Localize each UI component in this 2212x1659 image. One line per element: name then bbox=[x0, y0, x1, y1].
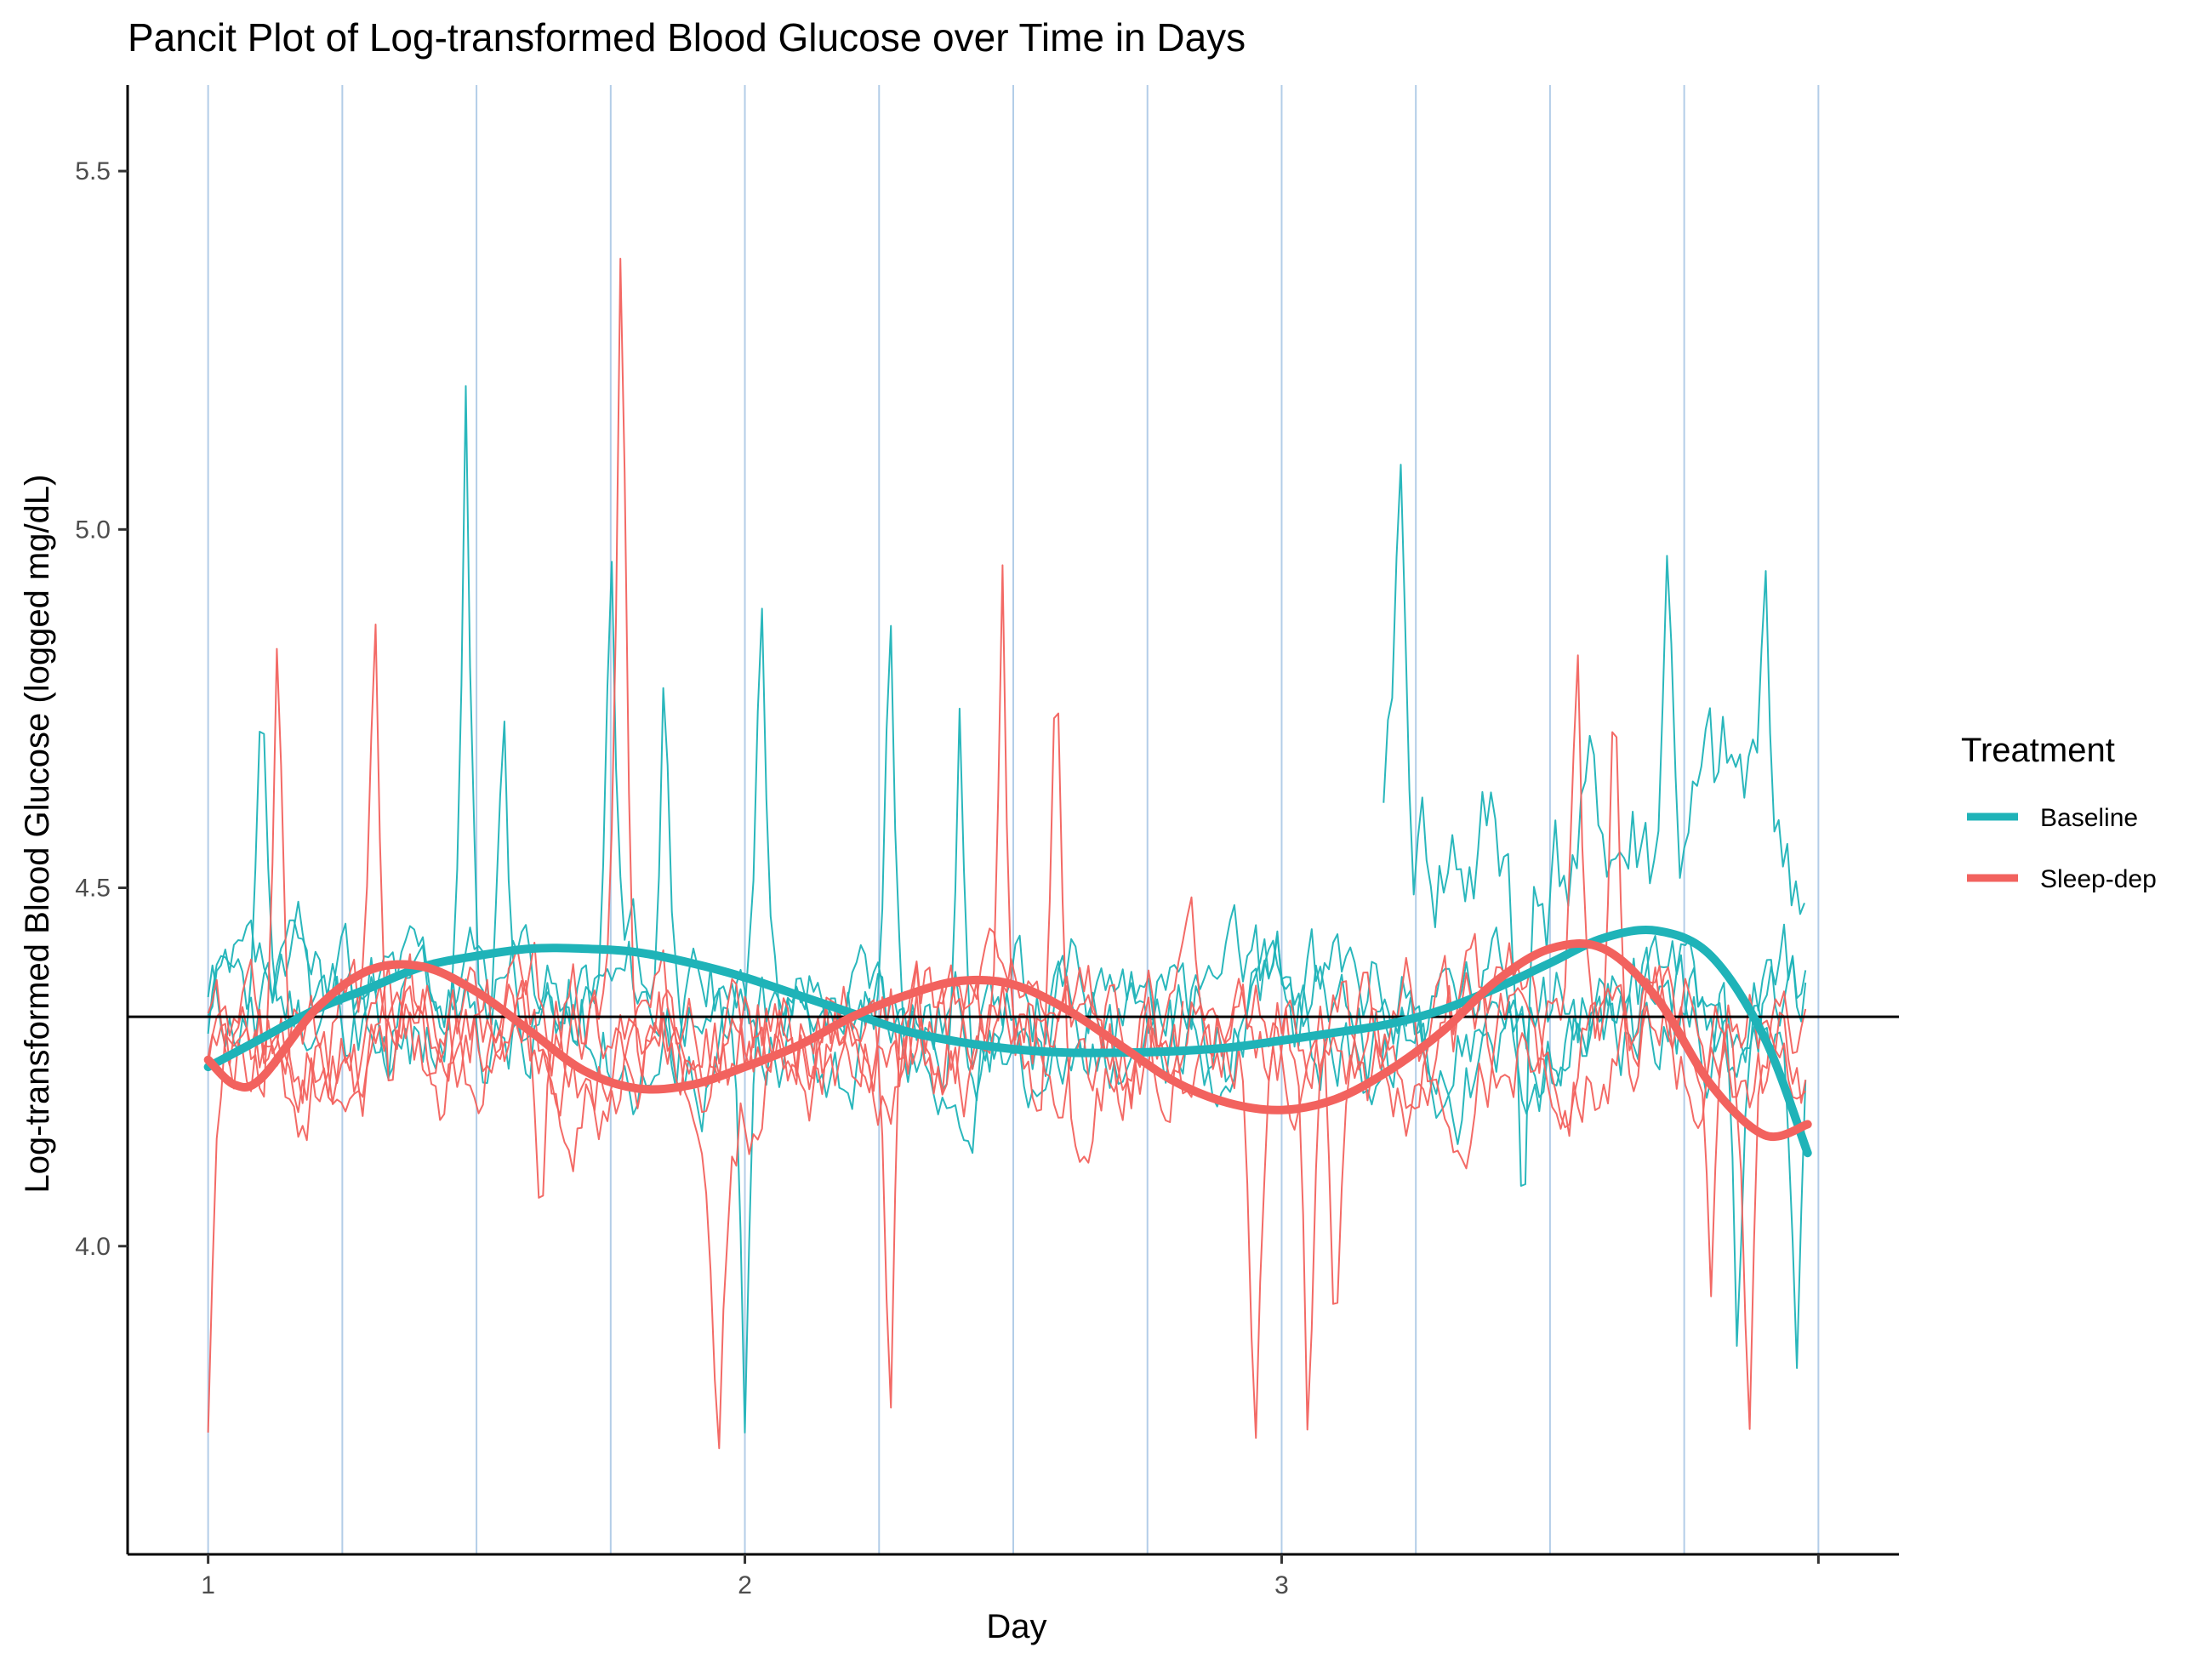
y-tick-label-3: 5.5 bbox=[75, 157, 111, 185]
y-tick-label-2: 5.0 bbox=[75, 516, 111, 544]
trace-baseline-0 bbox=[207, 385, 1807, 1119]
legend-label-sleep-dep: Sleep-dep bbox=[2040, 865, 2157, 893]
x-tick-label-0: 1 bbox=[201, 1571, 215, 1599]
y-axis-ticks: 4.0 4.5 5.0 5.5 bbox=[75, 157, 128, 1261]
trace-baseline-2 bbox=[207, 707, 1807, 1434]
subject-traces bbox=[207, 258, 1807, 1450]
y-axis-title: Log-transformed Blood Glucose (logged mg… bbox=[19, 475, 56, 1194]
trace-sleep-dep-4 bbox=[207, 258, 1184, 1433]
x-axis-ticks: 1 2 3 bbox=[201, 1554, 1820, 1599]
x-axis-title: Day bbox=[986, 1608, 1046, 1645]
y-tick-label-1: 4.5 bbox=[75, 875, 111, 903]
chart-title: Pancit Plot of Log-transformed Blood Glu… bbox=[128, 15, 1246, 60]
smooth-curve-sleep-dep bbox=[203, 938, 1812, 1141]
smooth-curve-baseline bbox=[203, 926, 1812, 1158]
axes bbox=[126, 85, 1899, 1556]
trace-sleep-dep-6 bbox=[207, 654, 1807, 1440]
trace-baseline-1 bbox=[207, 561, 1807, 1154]
legend-title: Treatment bbox=[1961, 732, 2115, 769]
x-tick-label-1: 2 bbox=[738, 1571, 752, 1599]
legend: Treatment Baseline Sleep-dep bbox=[1961, 732, 2157, 893]
smooth-curves bbox=[203, 926, 1812, 1158]
trace-baseline-3 bbox=[1382, 464, 1805, 1187]
legend-label-baseline: Baseline bbox=[2040, 804, 2138, 832]
vertical-gridlines bbox=[207, 85, 1820, 1554]
trace-sleep-dep-5 bbox=[207, 564, 1807, 1450]
y-tick-label-0: 4.0 bbox=[75, 1233, 111, 1261]
x-tick-label-2: 3 bbox=[1274, 1571, 1289, 1599]
